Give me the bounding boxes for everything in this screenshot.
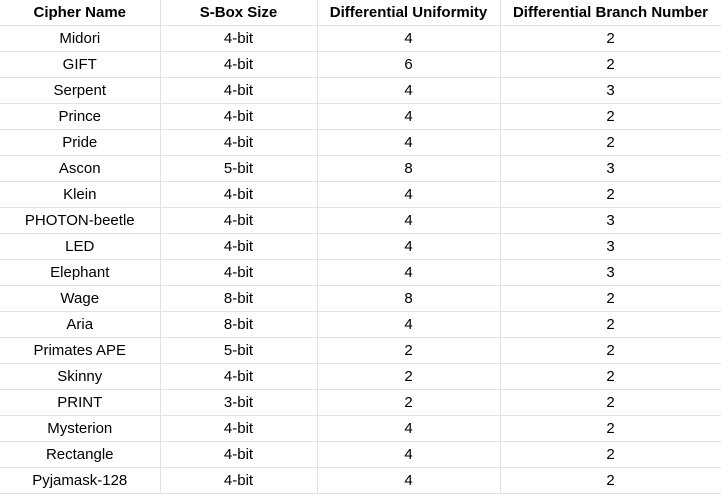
sbox-size-cell: 8-bit bbox=[159, 311, 318, 338]
cipher-name-cell: Midori bbox=[0, 25, 161, 52]
sbox-size-cell: 4-bit bbox=[159, 129, 318, 156]
header-sbox-size: S-Box Size bbox=[159, 0, 318, 26]
table-row: Midori 4-bit 4 2 bbox=[0, 25, 721, 52]
sbox-size-cell: 4-bit bbox=[159, 181, 318, 208]
table-row: Rectangle 4-bit 4 2 bbox=[0, 441, 721, 468]
table-row: Skinny 4-bit 2 2 bbox=[0, 363, 721, 390]
cipher-name-cell: Rectangle bbox=[0, 441, 161, 468]
sbox-size-cell: 8-bit bbox=[159, 285, 318, 312]
cipher-name-cell: Mysterion bbox=[0, 415, 161, 442]
cipher-name-cell: Wage bbox=[0, 285, 161, 312]
header-differential-branch-number: Differential Branch Number bbox=[499, 0, 721, 26]
table-row: LED 4-bit 4 3 bbox=[0, 233, 721, 260]
cipher-name-cell: LED bbox=[0, 233, 161, 260]
differential-uniformity-cell: 8 bbox=[316, 155, 501, 182]
differential-branch-number-cell: 2 bbox=[499, 103, 721, 130]
differential-branch-number-cell: 3 bbox=[499, 207, 721, 234]
sbox-size-cell: 4-bit bbox=[159, 233, 318, 260]
table-body: Midori 4-bit 4 2 GIFT 4-bit 6 2 Serpent 4-bit 4 3 Pr… bbox=[0, 25, 721, 494]
sbox-size-cell: 4-bit bbox=[159, 51, 318, 78]
differential-uniformity-cell: 8 bbox=[316, 285, 501, 312]
differential-uniformity-cell: 4 bbox=[316, 233, 501, 260]
differential-uniformity-cell: 4 bbox=[316, 207, 501, 234]
table-row: Mysterion 4-bit 4 2 bbox=[0, 415, 721, 442]
differential-branch-number-cell: 2 bbox=[499, 337, 721, 364]
cipher-name-cell: Skinny bbox=[0, 363, 161, 390]
cipher-name-cell: PHOTON-beetle bbox=[0, 207, 161, 234]
differential-branch-number-cell: 3 bbox=[499, 259, 721, 286]
sbox-size-cell: 4-bit bbox=[159, 441, 318, 468]
cipher-name-cell: Prince bbox=[0, 103, 161, 130]
cipher-name-cell: GIFT bbox=[0, 51, 161, 78]
header-cipher-name: Cipher Name bbox=[0, 0, 161, 26]
differential-branch-number-cell: 2 bbox=[499, 363, 721, 390]
differential-uniformity-cell: 4 bbox=[316, 415, 501, 442]
table-row: Elephant 4-bit 4 3 bbox=[0, 259, 721, 286]
header-differential-uniformity: Differential Uniformity bbox=[316, 0, 501, 26]
sbox-size-cell: 4-bit bbox=[159, 103, 318, 130]
differential-branch-number-cell: 2 bbox=[499, 467, 721, 494]
differential-branch-number-cell: 3 bbox=[499, 77, 721, 104]
cipher-name-cell: Ascon bbox=[0, 155, 161, 182]
differential-branch-number-cell: 2 bbox=[499, 181, 721, 208]
differential-branch-number-cell: 3 bbox=[499, 233, 721, 260]
differential-branch-number-cell: 2 bbox=[499, 25, 721, 52]
differential-branch-number-cell: 2 bbox=[499, 415, 721, 442]
table-row: PRINT 3-bit 2 2 bbox=[0, 389, 721, 416]
differential-uniformity-cell: 6 bbox=[316, 51, 501, 78]
cipher-name-cell: Elephant bbox=[0, 259, 161, 286]
cipher-name-cell: Pride bbox=[0, 129, 161, 156]
sbox-size-cell: 3-bit bbox=[159, 389, 318, 416]
cipher-name-cell: Serpent bbox=[0, 77, 161, 104]
cipher-name-cell: Klein bbox=[0, 181, 161, 208]
sbox-size-cell: 4-bit bbox=[159, 77, 318, 104]
differential-uniformity-cell: 4 bbox=[316, 103, 501, 130]
cipher-name-cell: Aria bbox=[0, 311, 161, 338]
differential-branch-number-cell: 2 bbox=[499, 311, 721, 338]
differential-uniformity-cell: 4 bbox=[316, 77, 501, 104]
differential-uniformity-cell: 4 bbox=[316, 311, 501, 338]
cipher-name-cell: Pyjamask-128 bbox=[0, 467, 161, 494]
cipher-name-cell: Primates APE bbox=[0, 337, 161, 364]
table-row: Primates APE 5-bit 2 2 bbox=[0, 337, 721, 364]
differential-uniformity-cell: 4 bbox=[316, 25, 501, 52]
differential-uniformity-cell: 4 bbox=[316, 129, 501, 156]
differential-uniformity-cell: 4 bbox=[316, 441, 501, 468]
sbox-size-cell: 4-bit bbox=[159, 363, 318, 390]
sbox-size-cell: 4-bit bbox=[159, 259, 318, 286]
differential-uniformity-cell: 4 bbox=[316, 467, 501, 494]
cipher-name-cell: PRINT bbox=[0, 389, 161, 416]
table-row: Prince 4-bit 4 2 bbox=[0, 103, 721, 130]
differential-uniformity-cell: 4 bbox=[316, 181, 501, 208]
sbox-size-cell: 4-bit bbox=[159, 467, 318, 494]
sbox-size-cell: 5-bit bbox=[159, 155, 318, 182]
table-row: Wage 8-bit 8 2 bbox=[0, 285, 721, 312]
table-row: GIFT 4-bit 6 2 bbox=[0, 51, 721, 78]
table-row: Klein 4-bit 4 2 bbox=[0, 181, 721, 208]
sbox-size-cell: 4-bit bbox=[159, 207, 318, 234]
differential-branch-number-cell: 2 bbox=[499, 129, 721, 156]
differential-uniformity-cell: 2 bbox=[316, 337, 501, 364]
sbox-size-cell: 4-bit bbox=[159, 415, 318, 442]
differential-branch-number-cell: 3 bbox=[499, 155, 721, 182]
differential-uniformity-cell: 4 bbox=[316, 259, 501, 286]
table-row: Serpent 4-bit 4 3 bbox=[0, 77, 721, 104]
table-row: Ascon 5-bit 8 3 bbox=[0, 155, 721, 182]
table-row: Pyjamask-128 4-bit 4 2 bbox=[0, 467, 721, 494]
differential-uniformity-cell: 2 bbox=[316, 363, 501, 390]
differential-uniformity-cell: 2 bbox=[316, 389, 501, 416]
sbox-size-cell: 5-bit bbox=[159, 337, 318, 364]
differential-branch-number-cell: 2 bbox=[499, 51, 721, 78]
table-row: Aria 8-bit 4 2 bbox=[0, 311, 721, 338]
differential-branch-number-cell: 2 bbox=[499, 441, 721, 468]
differential-branch-number-cell: 2 bbox=[499, 389, 721, 416]
sbox-size-cell: 4-bit bbox=[159, 25, 318, 52]
table-row: Pride 4-bit 4 2 bbox=[0, 129, 721, 156]
header-row: Cipher Name S-Box Size Differential Unif… bbox=[0, 0, 721, 26]
table-row: PHOTON-beetle 4-bit 4 3 bbox=[0, 207, 721, 234]
differential-branch-number-cell: 2 bbox=[499, 285, 721, 312]
